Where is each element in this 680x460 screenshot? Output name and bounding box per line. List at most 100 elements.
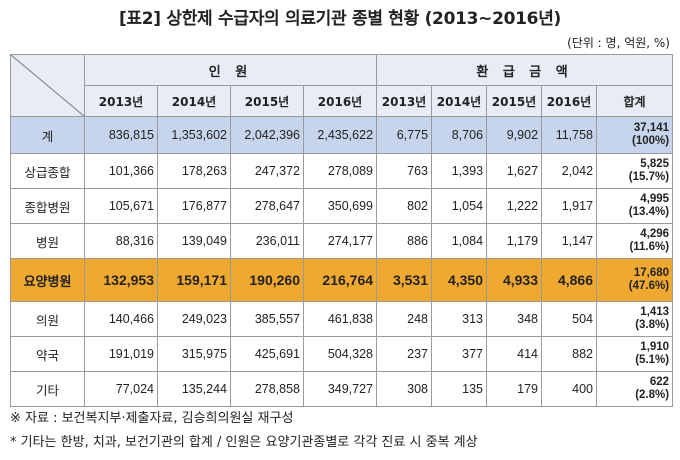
patients-cell: 2,042,396 [230,116,304,154]
patients-cell: 278,089 [302,153,378,189]
refund-cell: 308 [376,371,433,407]
patients-cell: 139,049 [157,223,231,259]
patients-cell: 190,260 [230,258,304,302]
patients-cell: 2,435,622 [302,116,378,154]
total-sum: 1,413 [640,306,670,318]
patients-cell: 101,366 [84,153,158,189]
year-header: 2015년 [486,85,543,117]
refund-cell: 1,393 [431,153,488,189]
refund-cell: 2,042 [541,153,598,189]
year-header: 2013년 [376,85,433,117]
refund-cell: 6,775 [376,116,433,154]
patients-cell: 274,177 [302,223,378,259]
patients-cell: 132,953 [84,258,158,302]
patients-cell: 135,244 [157,371,231,407]
row-label: 의원 [10,301,85,337]
total-percent: (3.8%) [635,319,670,331]
patients-cell: 178,263 [157,153,231,189]
refund-cell: 414 [486,336,543,372]
diagonal-line [11,55,84,116]
refund-cell: 802 [376,188,433,224]
patients-cell: 315,975 [157,336,231,372]
total-cell: 37,141 (100%) [596,116,674,154]
refund-cell: 886 [376,223,433,259]
patients-cell: 88,316 [84,223,158,259]
row-label: 기타 [10,371,85,407]
total-cell: 622 (2.8%) [596,371,674,407]
refund-cell: 9,902 [486,116,543,154]
refund-cell: 313 [431,301,488,337]
total-sum: 4,995 [640,193,670,205]
refund-cell: 1,917 [541,188,598,224]
corner-cell [10,54,85,117]
refund-cell: 8,706 [431,116,488,154]
refund-cell: 1,627 [486,153,543,189]
total-sum: 17,680 [633,267,670,279]
refund-cell: 763 [376,153,433,189]
patients-cell: 836,815 [84,116,158,154]
patients-cell: 249,023 [157,301,231,337]
table-row: 기타 77,024 135,244 278,858 349,727 308 135 179 40… [10,371,674,407]
patients-cell: 504,328 [302,336,378,372]
row-label: 계 [10,116,85,154]
row-label: 요양병원 [10,258,85,302]
total-cell: 4,296 (11.6%) [596,223,674,259]
total-cell: 5,825 (15.7%) [596,153,674,189]
row-label: 상급종합 [10,153,85,189]
row-label: 병원 [10,223,85,259]
refund-cell: 400 [541,371,598,407]
year-header: 2013년 [84,85,158,117]
total-cell: 4,995 (13.4%) [596,188,674,224]
patients-cell: 385,557 [230,301,304,337]
total-percent: (2.8%) [635,389,670,401]
group-header-patients: 인 원 [83,54,378,86]
refund-cell: 179 [486,371,543,407]
total-sum: 622 [649,376,670,388]
patients-cell: 247,372 [230,153,304,189]
year-header: 2016년 [541,85,598,117]
patients-cell: 77,024 [84,371,158,407]
patients-cell: 350,699 [302,188,378,224]
refund-cell: 135 [431,371,488,407]
total-cell: 17,680 (47.6%) [596,258,674,302]
total-percent: (47.6%) [628,280,670,292]
year-header: 2016년 [302,85,378,117]
patients-cell: 278,858 [230,371,304,407]
total-percent: (11.6%) [629,241,670,253]
source-note: ※ 자료 : 보건복지부·제출자료, 김승희의원실 재구성 [10,411,294,426]
refund-cell: 348 [486,301,543,337]
table-row: 계 836,815 1,353,602 2,042,396 2,435,622 6,775… [10,116,674,154]
total-percent: (15.7%) [628,171,670,183]
table-row: 상급종합 101,366 178,263 247,372 278,089 763 1,393… [10,153,674,189]
refund-cell: 504 [541,301,598,337]
table-row: 약국 191,019 315,975 425,691 504,328 237 377 414 8… [10,336,674,372]
table-row: 의원 140,466 249,023 385,557 461,838 248 313 348 5… [10,301,674,337]
row-label: 종합병원 [10,188,85,224]
refund-cell: 3,531 [376,258,433,302]
refund-cell: 1,222 [486,188,543,224]
refund-cell: 4,866 [541,258,598,302]
patients-cell: 176,877 [157,188,231,224]
refund-cell: 11,758 [541,116,598,154]
patients-cell: 349,727 [302,371,378,407]
total-cell: 1,413 (3.8%) [596,301,674,337]
refund-cell: 377 [431,336,488,372]
patients-cell: 216,764 [302,258,378,302]
patients-cell: 159,171 [157,258,231,302]
total-sum: 1,910 [640,341,670,353]
table-row: 종합병원 105,671 176,877 278,647 350,699 802 1,054… [10,188,674,224]
total-sum: 5,825 [640,158,670,170]
patients-cell: 461,838 [302,301,378,337]
patients-cell: 191,019 [84,336,158,372]
patients-cell: 105,671 [84,188,158,224]
data-table: 인 원 환 급 금 액 2013년 2014년 2015년 2016년 2013… [10,54,674,407]
refund-cell: 248 [376,301,433,337]
row-label: 약국 [10,336,85,372]
total-cell: 1,910 (5.1%) [596,336,674,372]
total-percent: (13.4%) [628,206,670,218]
group-header-refund: 환 급 금 액 [376,54,674,86]
patients-cell: 140,466 [84,301,158,337]
patients-cell: 1,353,602 [157,116,231,154]
page-title: [표2] 상한제 수급자의 의료기관 종별 현황 (2013~2016년) [118,9,562,29]
table-row: 병원 88,316 139,049 236,011 274,177 886 1,084 1,1… [10,223,674,259]
